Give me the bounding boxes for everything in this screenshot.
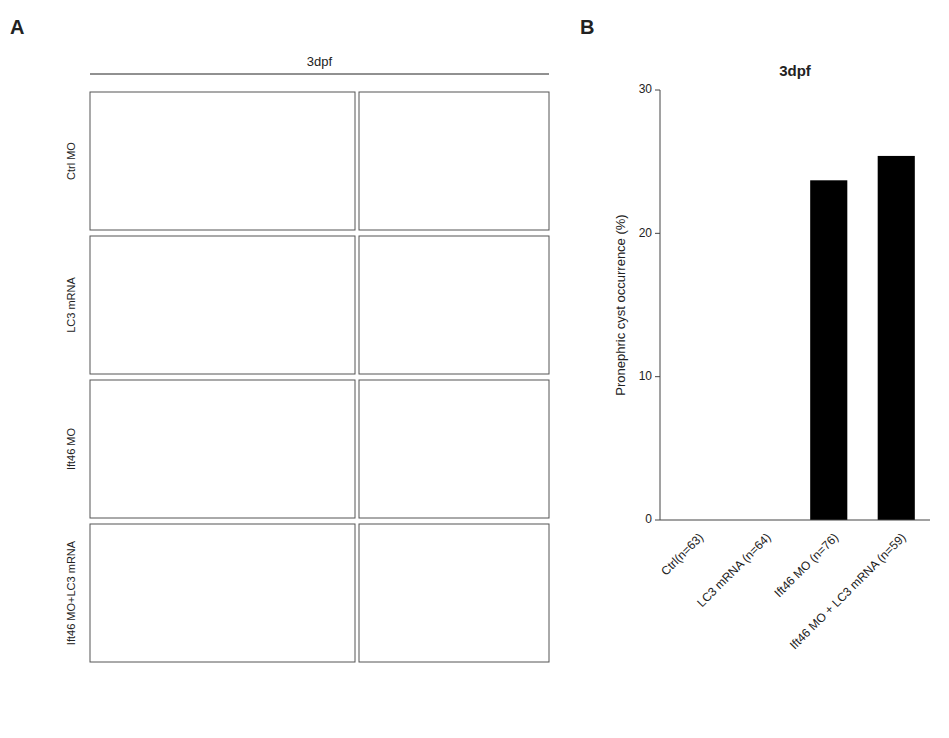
chart-title: 3dpf (779, 62, 812, 79)
image-placeholder (90, 380, 355, 518)
image-placeholder (359, 524, 549, 662)
image-placeholder (359, 92, 549, 230)
row-label: Ift46 MO+LC3 mRNA (65, 540, 77, 645)
y-tick (655, 376, 660, 377)
image-placeholder (359, 380, 549, 518)
image-placeholder (90, 92, 355, 230)
image-placeholder (359, 236, 549, 374)
chart-container: A 3dpf Ctrl MO LC3 mRNA Ift46 MO Ift46 MO+LC3… (0, 0, 949, 738)
row-label: Ift46 MO (65, 427, 77, 470)
x-tick-label: Ctrl(n=63) (658, 530, 706, 578)
panel-a: A 3dpf Ctrl MO LC3 mRNA Ift46 MO Ift46 MO+LC3… (10, 16, 549, 662)
column-rule (90, 74, 549, 75)
y-tick-label: 10 (639, 369, 653, 383)
row-label: Ctrl MO (65, 142, 77, 180)
y-tick-label: 20 (639, 226, 653, 240)
y-tick-label: 30 (639, 82, 653, 96)
panel-label: B (580, 16, 594, 38)
bar (878, 156, 915, 520)
y-axis-line (660, 90, 661, 520)
y-axis-label: Pronephric cyst occurrence (%) (613, 214, 628, 395)
image-placeholder (90, 524, 355, 662)
bars (810, 156, 915, 520)
bar (810, 180, 847, 520)
y-tick (655, 233, 660, 234)
y-tick-label: 0 (645, 512, 652, 526)
image-placeholder (90, 236, 355, 374)
y-tick (655, 520, 660, 521)
x-tick-label: Ift46 MO (n=76) (772, 530, 842, 600)
x-tick-label: Ift46 MO + LC3 mRNA (n=59) (787, 530, 909, 652)
panel-label: A (10, 16, 24, 38)
panel-b: B 3dpf 0 10 20 30 Ctrl(n=63)LC3 mRNA (n=64)Ift… (580, 16, 930, 652)
row-label: LC3 mRNA (65, 277, 77, 333)
x-tick-label: LC3 mRNA (n=64) (694, 530, 773, 609)
y-tick (655, 90, 660, 91)
chart-svg: A 3dpf Ctrl MO LC3 mRNA Ift46 MO Ift46 MO+LC3… (0, 0, 949, 738)
column-label: 3dpf (307, 54, 333, 69)
x-axis-line (660, 520, 930, 521)
